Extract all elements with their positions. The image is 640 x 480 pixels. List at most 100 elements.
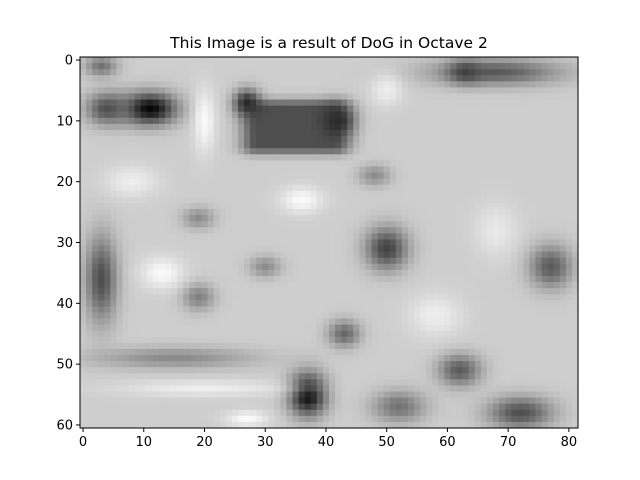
heatmap-cell bbox=[98, 148, 105, 155]
heatmap-cell bbox=[565, 348, 573, 356]
heatmap-cell bbox=[353, 111, 360, 119]
heatmap-cell bbox=[195, 178, 203, 186]
heatmap-cell bbox=[523, 288, 531, 295]
heatmap-cell bbox=[122, 148, 130, 155]
heatmap-cell bbox=[177, 282, 184, 289]
heatmap-cell bbox=[304, 215, 312, 222]
heatmap-cell bbox=[468, 172, 476, 180]
heatmap-cell bbox=[456, 282, 464, 289]
heatmap-cell bbox=[505, 178, 512, 186]
heatmap-cell bbox=[201, 409, 209, 417]
heatmap-cell bbox=[486, 166, 494, 174]
heatmap-cell bbox=[547, 288, 555, 295]
heatmap-cell bbox=[401, 306, 409, 314]
heatmap-cell bbox=[395, 330, 403, 338]
heatmap-cell bbox=[256, 306, 263, 314]
heatmap-cell bbox=[438, 282, 445, 289]
heatmap-cell bbox=[347, 342, 354, 350]
heatmap-cell bbox=[523, 306, 531, 314]
heatmap-cell bbox=[243, 154, 251, 161]
heatmap-cell bbox=[286, 93, 294, 101]
heatmap-cell bbox=[201, 239, 209, 247]
heatmap-cell bbox=[280, 105, 288, 113]
heatmap-cell bbox=[231, 409, 239, 417]
heatmap-cell bbox=[280, 111, 288, 119]
heatmap-cell bbox=[243, 269, 251, 277]
heatmap-cell bbox=[274, 63, 282, 70]
heatmap-cell bbox=[86, 330, 93, 338]
heatmap-cell bbox=[243, 348, 251, 356]
heatmap-cell bbox=[268, 275, 275, 283]
heatmap-cell bbox=[286, 99, 294, 107]
heatmap-cell bbox=[286, 318, 294, 326]
heatmap-cell bbox=[268, 117, 275, 125]
heatmap-cell bbox=[535, 312, 543, 320]
heatmap-cell bbox=[480, 294, 488, 301]
heatmap-cell bbox=[189, 275, 196, 283]
heatmap-cell bbox=[450, 178, 458, 186]
heatmap-cell bbox=[535, 209, 543, 216]
heatmap-cell bbox=[177, 300, 184, 307]
heatmap-cell bbox=[189, 239, 196, 247]
heatmap-cell bbox=[256, 190, 263, 198]
heatmap-cell bbox=[565, 111, 573, 119]
heatmap-cell bbox=[353, 415, 360, 423]
heatmap-cell bbox=[146, 348, 154, 356]
heatmap-cell bbox=[559, 87, 567, 95]
heatmap-cell bbox=[414, 87, 421, 95]
heatmap-cell bbox=[505, 209, 512, 216]
heatmap-cell bbox=[98, 245, 105, 253]
heatmap-cell bbox=[262, 221, 269, 228]
heatmap-cell bbox=[134, 251, 142, 259]
heatmap-cell bbox=[383, 184, 391, 192]
heatmap-cell bbox=[535, 306, 543, 314]
heatmap-cell bbox=[316, 348, 324, 356]
heatmap-cell bbox=[407, 288, 415, 295]
heatmap-cell bbox=[310, 81, 318, 89]
heatmap-cell bbox=[207, 342, 215, 350]
heatmap-cell bbox=[505, 403, 512, 411]
heatmap-cell bbox=[86, 239, 93, 247]
heatmap-cell bbox=[541, 312, 549, 320]
heatmap-cell bbox=[110, 117, 118, 125]
heatmap-cell bbox=[480, 421, 488, 429]
heatmap-cell bbox=[171, 160, 178, 168]
heatmap-cell bbox=[304, 263, 312, 271]
heatmap-cell bbox=[335, 136, 342, 143]
heatmap-cell bbox=[329, 129, 336, 137]
heatmap-cell bbox=[383, 117, 391, 125]
heatmap-cell bbox=[256, 294, 263, 301]
heatmap-cell bbox=[480, 282, 488, 289]
heatmap-cell bbox=[134, 294, 142, 301]
heatmap-cell bbox=[438, 355, 445, 362]
heatmap-cell bbox=[389, 190, 397, 198]
heatmap-cell bbox=[444, 385, 452, 393]
heatmap-cell bbox=[98, 300, 105, 307]
heatmap-cell bbox=[468, 93, 476, 101]
heatmap-cell bbox=[426, 209, 433, 216]
heatmap-cell bbox=[529, 263, 537, 271]
heatmap-cell bbox=[571, 154, 579, 161]
heatmap-cell bbox=[335, 111, 342, 119]
heatmap-cell bbox=[377, 397, 385, 405]
heatmap-cell bbox=[134, 355, 142, 362]
heatmap-cell bbox=[310, 367, 318, 374]
heatmap-cell bbox=[98, 129, 105, 137]
heatmap-cell bbox=[468, 379, 476, 387]
heatmap-cell bbox=[511, 385, 518, 393]
heatmap-cell bbox=[298, 361, 306, 368]
heatmap-cell bbox=[177, 209, 184, 216]
heatmap-cell bbox=[347, 184, 354, 192]
heatmap-cell bbox=[80, 415, 87, 423]
heatmap-cell bbox=[571, 367, 579, 374]
heatmap-cell bbox=[98, 288, 105, 295]
heatmap-cell bbox=[322, 57, 330, 64]
heatmap-cell bbox=[225, 306, 233, 314]
heatmap-cell bbox=[347, 282, 354, 289]
heatmap-cell bbox=[243, 336, 251, 344]
heatmap-cell bbox=[243, 367, 251, 374]
heatmap-cell bbox=[517, 160, 524, 168]
heatmap-cell bbox=[371, 129, 379, 137]
heatmap-cell bbox=[462, 263, 470, 271]
heatmap-cell bbox=[310, 154, 318, 161]
